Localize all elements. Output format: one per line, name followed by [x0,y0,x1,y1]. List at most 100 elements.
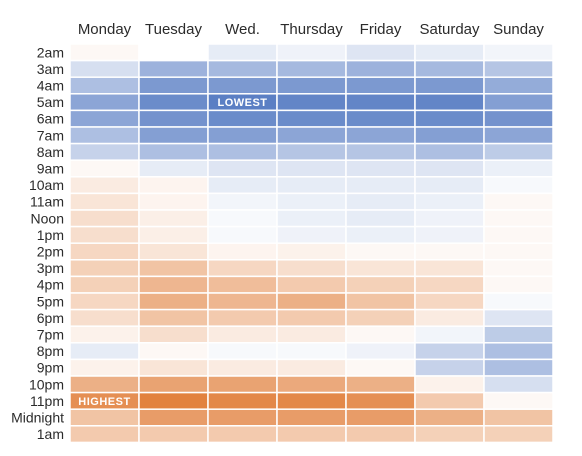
heatmap-cell-2pm-monday [69,242,140,261]
row-label-2pm: 2pm [37,244,64,260]
row-label-9am: 9am [37,161,64,177]
row-label-7pm: 7pm [37,327,64,343]
heatmap-cell-noon-wed [207,209,278,228]
heatmap-cell-6pm-sunday [483,308,554,327]
heatmap-cell-4pm-wed [207,275,278,294]
heatmap-cell-8pm-monday [69,342,140,361]
heatmap-cell-9am-sunday [483,159,554,178]
row-label-5am: 5am [37,94,64,110]
column-label-monday: Monday [78,21,132,38]
heatmap-cell-5pm-saturday [414,292,485,311]
heatmap-cell-5am-friday [345,93,416,112]
row-label-midnight: Midnight [11,410,64,426]
heatmap-cell-2pm-friday [345,242,416,261]
heatmap-cell-1pm-saturday [414,225,485,244]
heatmap-cell-7pm-sunday [483,325,554,344]
heatmap-cell-1pm-sunday [483,225,554,244]
heatmap-cell-3am-thursday [276,59,347,78]
heatmap-cell-5am-tuesday [138,93,209,112]
heatmap-cell-8pm-wed [207,342,278,361]
row-label-1pm: 1pm [37,227,64,243]
heatmap-cell-4am-tuesday [138,76,209,95]
heatmap-cell-6am-tuesday [138,109,209,128]
heatmap-cell-3am-tuesday [138,59,209,78]
row-label-10pm: 10pm [29,376,64,392]
heatmap-cell-7am-friday [345,126,416,145]
heatmap-cell-1am-wed [207,425,278,444]
heatmap-cell-3am-wed [207,59,278,78]
heatmap-cell-4am-wed [207,76,278,95]
heatmap-cell-5pm-monday [69,292,140,311]
heatmap-cell-noon-thursday [276,209,347,228]
heatmap-cell-5pm-sunday [483,292,554,311]
heatmap-cell-11am-sunday [483,192,554,211]
heatmap-cell-10pm-thursday [276,375,347,394]
heatmap-cell-1pm-tuesday [138,225,209,244]
heatmap-cell-9pm-sunday [483,358,554,377]
row-label-11am: 11am [30,194,64,210]
heatmap-cell-2am-monday [69,43,140,62]
heatmap-cell-11am-tuesday [138,192,209,211]
heatmap-cell-3pm-tuesday [138,259,209,278]
heatmap-cell-3pm-thursday [276,259,347,278]
heatmap-cell-7am-thursday [276,126,347,145]
heatmap-cell-noon-sunday [483,209,554,228]
heatmap-cell-2pm-tuesday [138,242,209,261]
column-label-saturday: Saturday [419,21,480,38]
heatmap-cell-8am-tuesday [138,142,209,161]
row-label-7am: 7am [37,127,64,143]
annotation-lowest: LOWEST [217,97,267,109]
heatmap-cell-9pm-friday [345,358,416,377]
heatmap-cell-4am-monday [69,76,140,95]
heatmap-cell-4pm-friday [345,275,416,294]
heatmap-cell-8am-thursday [276,142,347,161]
heatmap-cell-11pm-wed [207,391,278,410]
heatmap-cell-9am-tuesday [138,159,209,178]
heatmap-cell-2am-friday [345,43,416,62]
heatmap-cell-10pm-sunday [483,375,554,394]
heatmap-cell-3pm-saturday [414,259,485,278]
heatmap-cell-2am-saturday [414,43,485,62]
row-label-6am: 6am [37,111,64,127]
heatmap-cell-midnight-wed [207,408,278,427]
heatmap-cell-11pm-sunday [483,391,554,410]
heatmap-cell-10pm-friday [345,375,416,394]
heatmap-cell-6pm-wed [207,308,278,327]
row-label-8pm: 8pm [37,343,64,359]
heatmap-cell-1am-sunday [483,425,554,444]
row-label-4pm: 4pm [37,277,64,293]
heatmap-cell-6pm-thursday [276,308,347,327]
heatmap-cell-1am-thursday [276,425,347,444]
heatmap-cell-7am-monday [69,126,140,145]
heatmap-cell-8am-saturday [414,142,485,161]
heatmap-cell-2am-sunday [483,43,554,62]
heatmap-cell-4pm-tuesday [138,275,209,294]
column-label-tuesday: Tuesday [145,21,202,38]
heatmap-cell-6am-wed [207,109,278,128]
heatmap-cell-2am-thursday [276,43,347,62]
heatmap-cell-noon-friday [345,209,416,228]
heatmap-cell-5pm-thursday [276,292,347,311]
heatmap-cell-6am-monday [69,109,140,128]
heatmap-cell-8pm-tuesday [138,342,209,361]
heatmap-cell-11pm-saturday [414,391,485,410]
heatmap-cell-4am-thursday [276,76,347,95]
heatmap-cell-11am-monday [69,192,140,211]
heatmap-cell-9am-friday [345,159,416,178]
heatmap-cell-4pm-saturday [414,275,485,294]
row-label-2am: 2am [37,44,64,60]
heatmap-cell-10am-monday [69,176,140,195]
heatmap-cell-4am-friday [345,76,416,95]
row-label-9pm: 9pm [37,360,64,376]
row-label-3pm: 3pm [37,260,64,276]
heatmap-cell-3pm-wed [207,259,278,278]
heatmap-cell-5pm-wed [207,292,278,311]
heatmap-cell-11pm-tuesday [138,391,209,410]
heatmap-cell-7am-tuesday [138,126,209,145]
heatmap-cell-noon-saturday [414,209,485,228]
heatmap-cell-3pm-friday [345,259,416,278]
heatmap-cell-10am-thursday [276,176,347,195]
heatmap-cell-11pm-friday [345,391,416,410]
heatmap-cell-7pm-monday [69,325,140,344]
column-label-sunday: Sunday [493,21,544,38]
